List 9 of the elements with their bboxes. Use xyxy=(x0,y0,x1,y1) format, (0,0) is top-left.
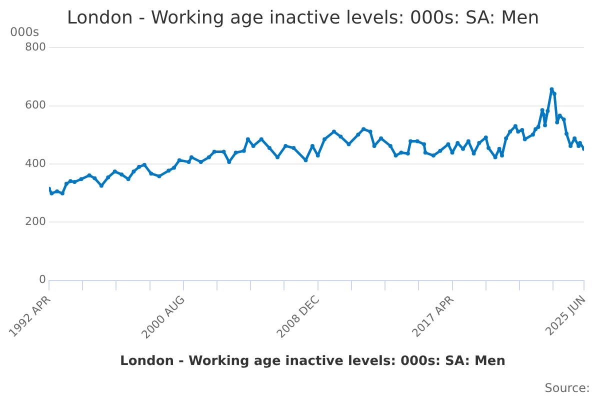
y-tick-label: 0 xyxy=(38,273,46,286)
y-axis-title: 000s xyxy=(10,25,40,39)
text: London - Working age inactive levels: 000s: SA: Men xyxy=(120,354,506,369)
chart-title: London - Working age inactive levels: 000s: SA: Men xyxy=(66,7,540,28)
y-tick-label: 800 xyxy=(24,40,46,54)
y-tick-label: 600 xyxy=(24,98,46,112)
y-tick-label: 400 xyxy=(24,156,46,170)
y-tick-label: 200 xyxy=(24,215,46,228)
source-note: Source: xyxy=(544,381,590,395)
